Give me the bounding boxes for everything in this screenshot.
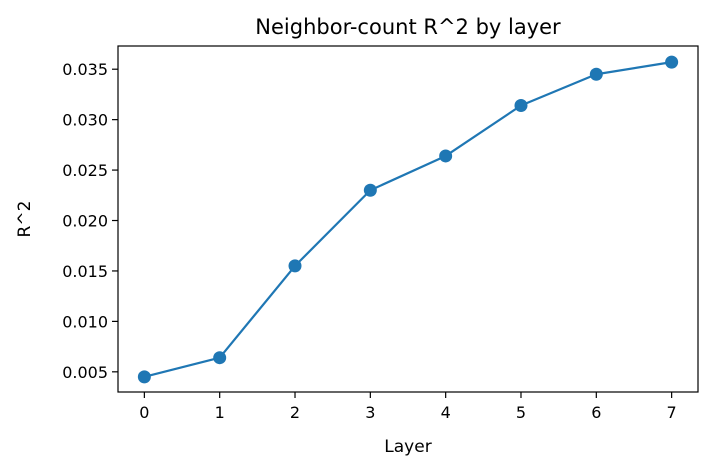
- plot-area: [137, 55, 679, 384]
- x-tick-label: 4: [441, 403, 451, 422]
- x-tick-label: 3: [365, 403, 375, 422]
- x-tick-label: 6: [591, 403, 601, 422]
- x-tick-label: 1: [215, 403, 225, 422]
- y-axis: 0.005 0.010 0.015 0.020 0.025 0.030 0.035: [62, 60, 118, 382]
- data-point: [514, 99, 528, 113]
- y-tick-label: 0.015: [62, 262, 108, 281]
- x-tick-label: 0: [139, 403, 149, 422]
- x-tick-label: 5: [516, 403, 526, 422]
- series-line: [144, 61, 672, 378]
- data-point: [439, 149, 453, 163]
- x-tick-label: 2: [290, 403, 300, 422]
- chart-title: Neighbor-count R^2 by layer: [255, 15, 561, 39]
- y-axis-label: R^2: [15, 201, 35, 238]
- data-point: [137, 370, 151, 384]
- data-point: [589, 67, 603, 81]
- data-point: [665, 55, 679, 69]
- y-tick-label: 0.005: [62, 363, 108, 382]
- plot-frame: [117, 45, 699, 393]
- y-tick-label: 0.025: [62, 161, 108, 180]
- x-axis-label: Layer: [384, 437, 431, 457]
- y-tick-label: 0.035: [62, 60, 108, 79]
- data-point: [213, 351, 227, 365]
- y-tick-label: 0.010: [62, 312, 108, 331]
- y-tick-label: 0.030: [62, 111, 108, 130]
- x-axis: 0 1 2 3 4 5 6 7: [139, 392, 677, 422]
- y-tick-label: 0.020: [62, 212, 108, 231]
- x-tick-label: 7: [667, 403, 677, 422]
- data-point: [363, 183, 377, 197]
- data-point: [288, 259, 302, 273]
